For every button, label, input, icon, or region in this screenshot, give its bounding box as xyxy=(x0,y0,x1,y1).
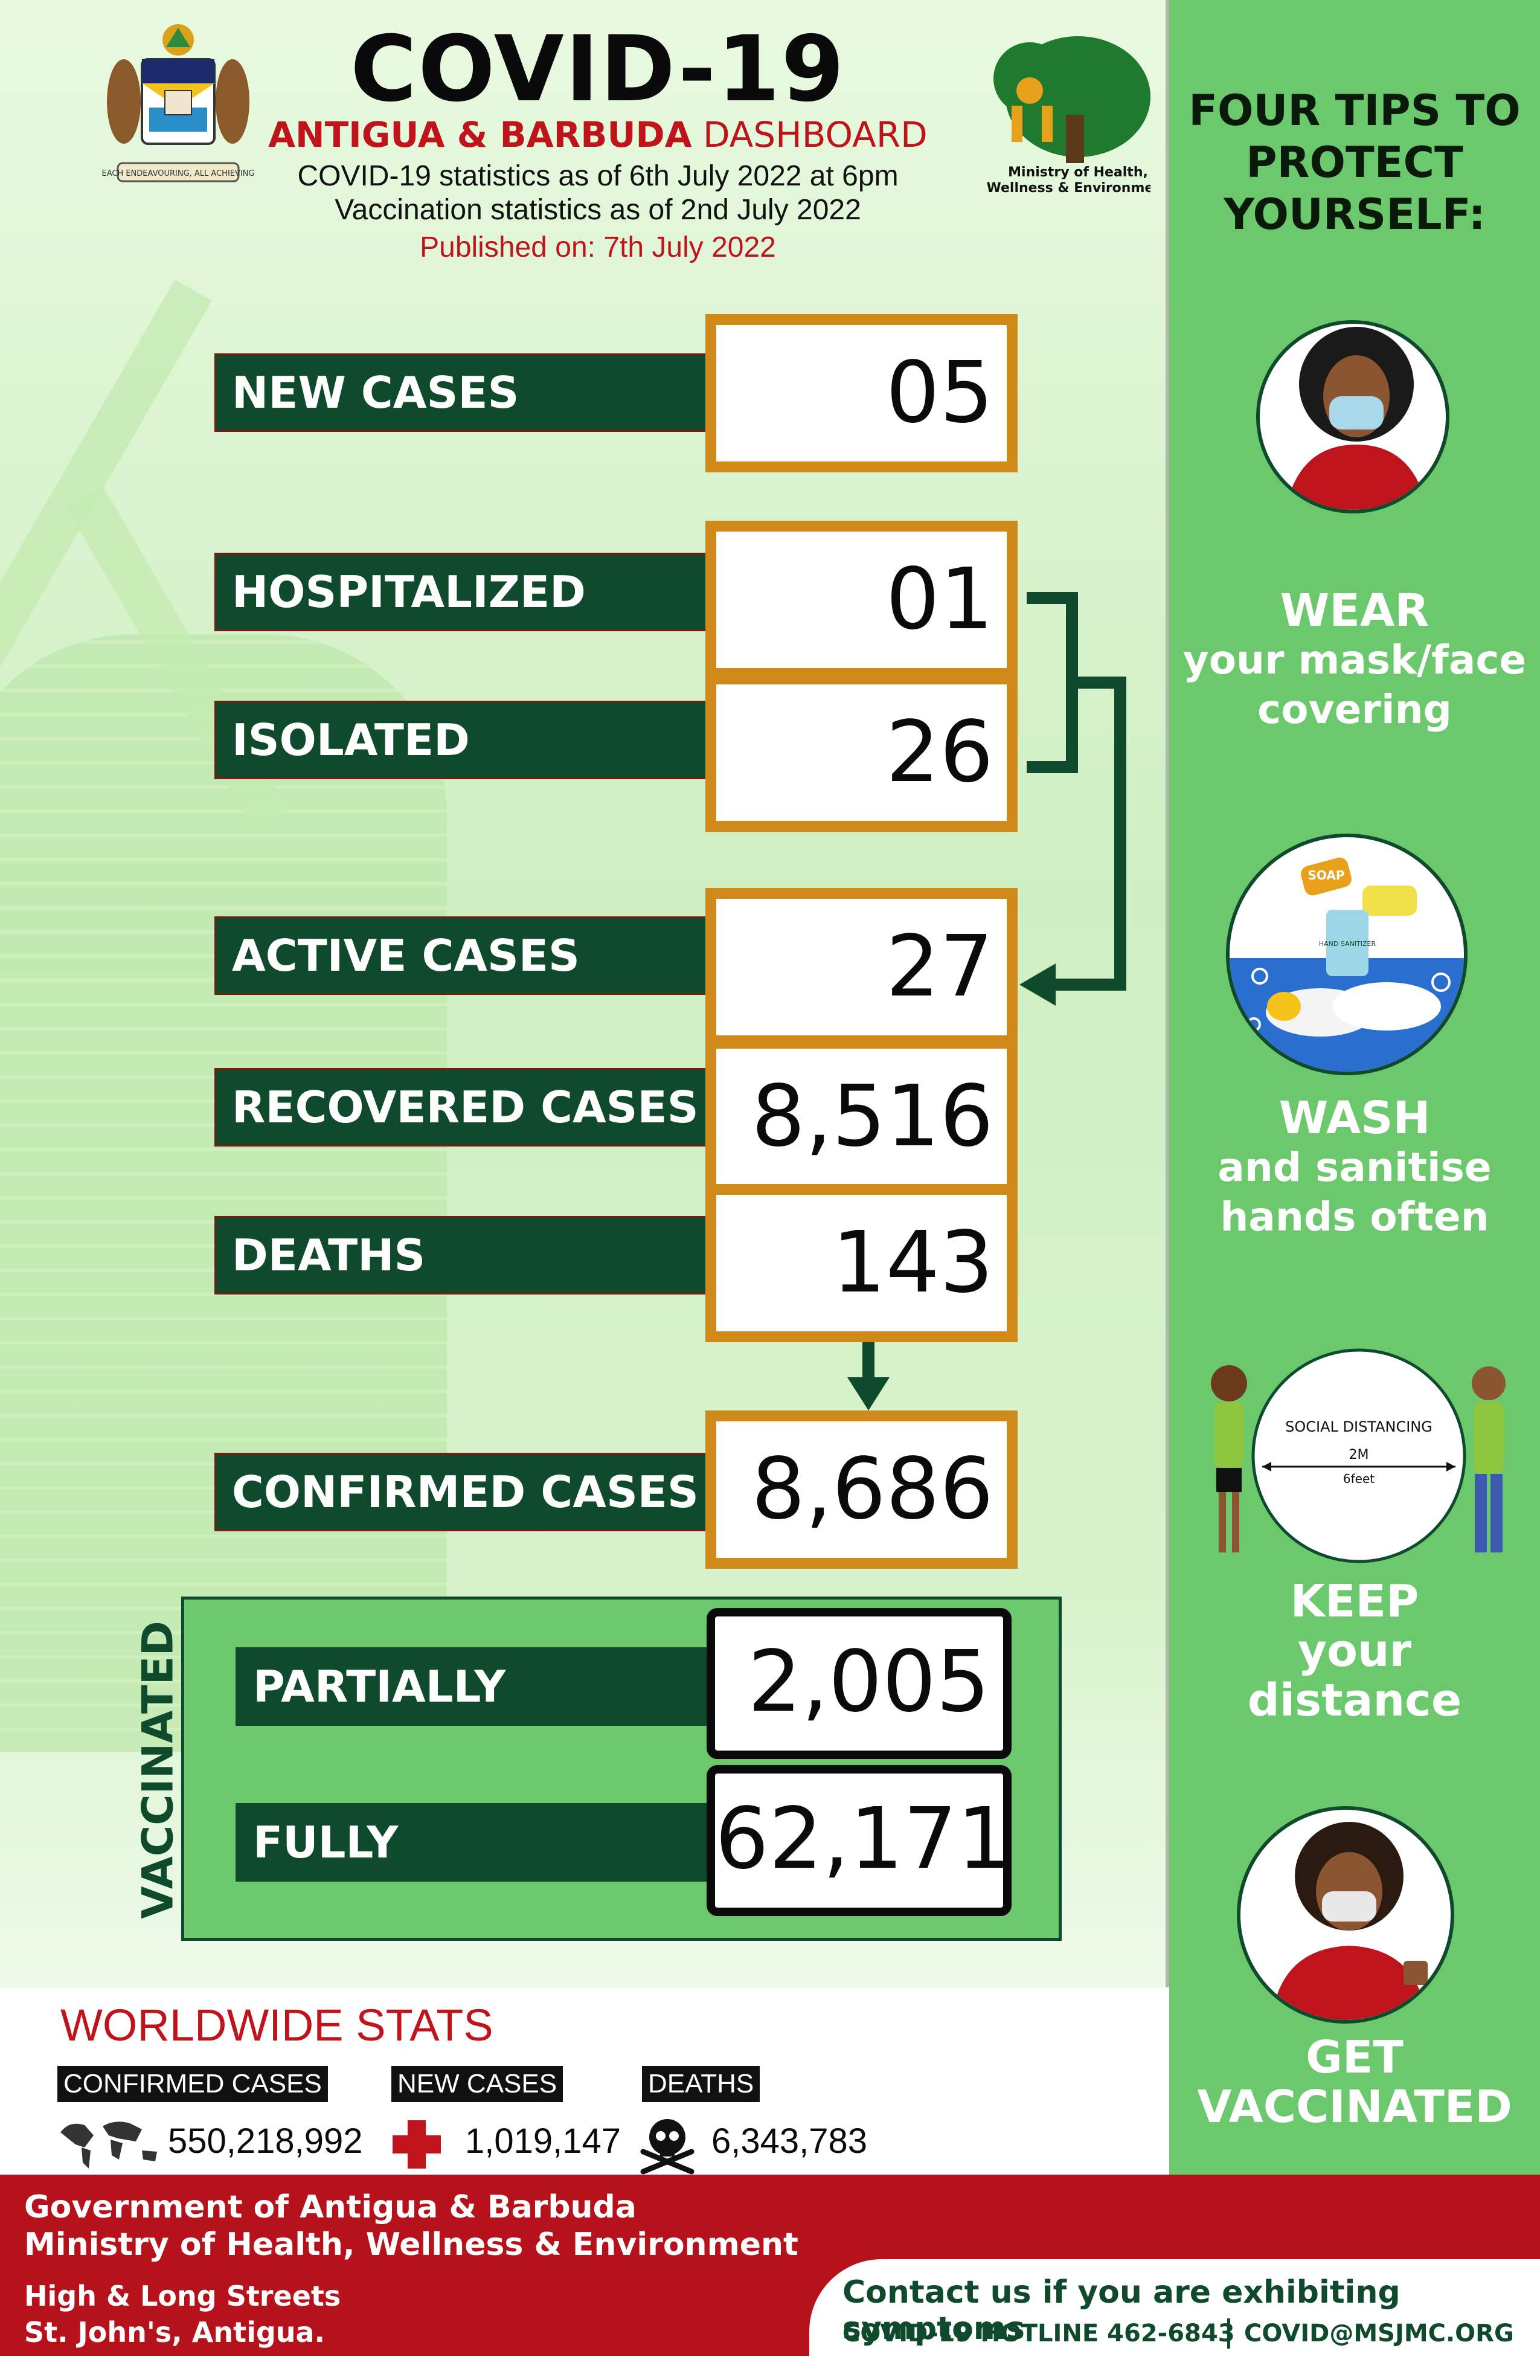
ww-deaths-label: DEATHS xyxy=(642,2066,760,2102)
svg-text:6feet: 6feet xyxy=(1343,1471,1375,1486)
world-map-icon xyxy=(60,2121,157,2169)
hospitalized-value: 01 xyxy=(705,521,1018,679)
arrow-left-icon xyxy=(1019,963,1056,1006)
footer-government: Government of Antigua & Barbuda xyxy=(24,2189,637,2225)
vaccinate-tip-text: GET VACCINATED xyxy=(1197,2031,1512,2133)
ww-new-cases-label: NEW CASES xyxy=(391,2066,563,2102)
footer-ministry: Ministry of Health, Wellness & Environme… xyxy=(24,2227,798,2263)
ww-confirmed-value: 550,218,992 xyxy=(168,2121,363,2161)
svg-text:SOCIAL DISTANCING: SOCIAL DISTANCING xyxy=(1285,1418,1433,1435)
dashboard-word: DASHBOARD xyxy=(703,114,928,155)
vaccinate-tip-illustration xyxy=(1237,1806,1454,2024)
woman-with-mask-icon xyxy=(1285,327,1428,510)
email-link[interactable]: COVID@MSJMC.ORG xyxy=(1244,2320,1514,2347)
svg-text:EACH ENDEAVOURING, ALL ACHIEVI: EACH ENDEAVOURING, ALL ACHIEVING xyxy=(101,169,254,178)
svg-text:SOAP: SOAP xyxy=(1307,868,1344,883)
confirmed-cases-value: 8,686 xyxy=(705,1410,1018,1569)
page-title: COVID-19 xyxy=(350,17,845,122)
ministry-logo-icon: Ministry of Health, Wellness & Environme… xyxy=(987,36,1150,196)
stats-date: COVID-19 statistics as of 6th July 2022 … xyxy=(297,160,899,192)
footer-address-2: St. John's, Antigua. xyxy=(24,2316,326,2349)
red-cross-icon xyxy=(393,2120,441,2169)
coat-of-arms-icon: EACH ENDEAVOURING, ALL ACHIEVING xyxy=(101,24,255,182)
wash-tip-text: WASH and sanitise hands often xyxy=(1218,1092,1492,1240)
connector-line xyxy=(1027,592,1078,604)
vaccination-date: Vaccination statistics as of 2nd July 20… xyxy=(335,194,861,226)
connector-line xyxy=(1027,761,1078,773)
published-date: Published on: 7th July 2022 xyxy=(420,231,776,263)
tips-heading: FOUR TIPS TO PROTECT YOURSELF: xyxy=(1189,86,1521,239)
skull-crossbones-icon xyxy=(640,2119,695,2175)
panel-divider xyxy=(1166,0,1169,2175)
recovered-cases-value: 8,516 xyxy=(705,1038,1018,1196)
hotline-link[interactable]: COVID-19 HOTLINE 462-6843 xyxy=(842,2320,1235,2347)
active-cases-value: 27 xyxy=(705,888,1018,1046)
isolated-value: 26 xyxy=(705,674,1018,832)
new-cases-label: NEW CASES xyxy=(214,353,710,432)
vaccinated-person-icon xyxy=(1271,1822,1428,2020)
deaths-value: 143 xyxy=(705,1184,1018,1342)
footer-address-1: High & Long Streets xyxy=(24,2280,341,2312)
country-name: ANTIGUA & BARBUDA xyxy=(268,114,692,155)
mask-tip-text: WEAR your mask/face covering xyxy=(1182,585,1527,733)
connector-line xyxy=(1051,979,1126,991)
ww-new-cases-value: 1,019,147 xyxy=(465,2121,621,2161)
connector-line xyxy=(1066,677,1126,689)
ww-deaths-value: 6,343,783 xyxy=(711,2121,868,2161)
svg-text:Ministry of Health,: Ministry of Health, xyxy=(1008,165,1148,180)
contact-divider xyxy=(1227,2318,1230,2349)
connector-line xyxy=(1114,677,1126,991)
social-distancing-icon: SOCIAL DISTANCING 2M 6feet xyxy=(1211,1348,1506,1563)
windmill-watermark xyxy=(0,634,447,1752)
arrow-down-icon xyxy=(847,1377,890,1410)
connector-line xyxy=(862,1342,874,1385)
distance-tip-text: KEEP your distance xyxy=(1247,1575,1462,1726)
deaths-label: DEATHS xyxy=(214,1216,710,1295)
wash-tip-illustration: SOAP HAND SANITIZER xyxy=(1226,834,1468,1075)
confirmed-cases-label: CONFIRMED CASES xyxy=(214,1453,710,1531)
fully-vaccinated-value: 62,171 xyxy=(707,1765,1012,1916)
partially-vaccinated-label: PARTIALLY xyxy=(236,1647,719,1726)
svg-text:Wellness & Environment: Wellness & Environment xyxy=(987,181,1150,196)
isolated-label: ISOLATED xyxy=(214,701,710,779)
fully-vaccinated-label: FULLY xyxy=(236,1803,719,1882)
vaccinated-side-label: VACCINATED xyxy=(133,1621,184,1919)
hospitalized-label: HOSPITALIZED xyxy=(214,553,710,631)
new-cases-value: 05 xyxy=(705,314,1018,472)
active-cases-label: ACTIVE CASES xyxy=(214,916,710,995)
svg-text:2M: 2M xyxy=(1349,1447,1369,1462)
washing-hands-icon: SOAP HAND SANITIZER xyxy=(1230,857,1464,1072)
worldwide-title: WORLDWIDE STATS xyxy=(60,2000,493,2050)
dashboard-subtitle: ANTIGUA & BARBUDA DASHBOARD xyxy=(242,114,954,156)
svg-text:HAND SANITIZER: HAND SANITIZER xyxy=(1319,940,1376,948)
recovered-cases-label: RECOVERED CASES xyxy=(214,1068,710,1147)
ww-confirmed-label: CONFIRMED CASES xyxy=(57,2066,328,2102)
partially-vaccinated-value: 2,005 xyxy=(707,1608,1012,1759)
contact-heading: Contact us if you are exhibiting symptom… xyxy=(842,2274,1400,2347)
mask-tip-illustration xyxy=(1256,320,1449,513)
